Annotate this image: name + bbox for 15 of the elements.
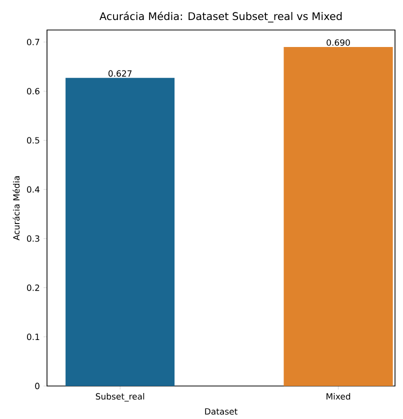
y-tick-label: 0.1 [27, 334, 40, 340]
y-axis-title: Acurácia Média [12, 176, 20, 240]
x-axis-title: Dataset [205, 408, 238, 415]
y-tick-label: 0.3 [27, 235, 40, 242]
y-tick-label: 0 [35, 382, 40, 390]
y-tick-label: 0.5 [27, 137, 40, 144]
x-tick-label: Subset_real [96, 393, 144, 402]
chart-title: Acurácia Média: Dataset Subset_real vs Mixed [100, 12, 342, 22]
y-tick-label: 0.4 [27, 186, 40, 193]
y-tick-label: 0.2 [27, 284, 40, 291]
x-tick-label: Mixed [326, 393, 350, 400]
y-tick-label: 0.7 [27, 38, 40, 46]
data-label: 0.627 [108, 70, 132, 77]
data-label: 0.690 [326, 39, 350, 46]
y-tick-label: 0.6 [27, 88, 40, 94]
